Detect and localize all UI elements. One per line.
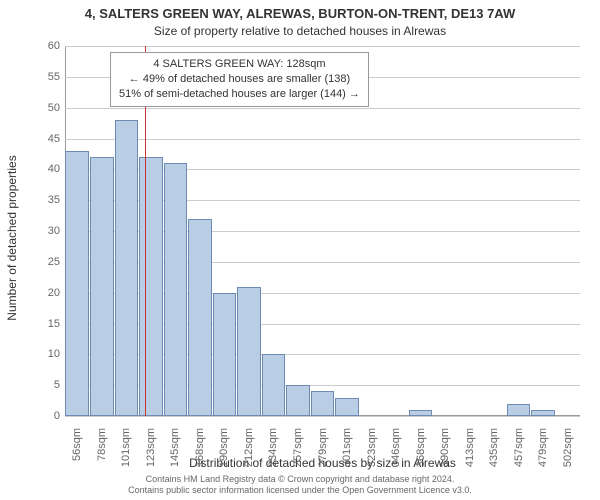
gridline-h (65, 139, 580, 140)
histogram-bar (164, 163, 188, 416)
xtick-label: 123sqm (145, 428, 157, 488)
ytick-label: 40 (30, 163, 60, 175)
ytick-label: 15 (30, 318, 60, 330)
xtick-label: 101sqm (120, 428, 132, 488)
xtick-label: 435sqm (488, 428, 500, 488)
info-line-3: 51% of semi-detached houses are larger (… (119, 87, 360, 102)
ytick-label: 50 (30, 102, 60, 114)
histogram-bar (262, 354, 286, 416)
xtick-label: 457sqm (513, 428, 525, 488)
histogram-bar (335, 398, 359, 417)
xtick-label: 279sqm (317, 428, 329, 488)
ytick-label: 5 (30, 379, 60, 391)
histogram-bar (311, 391, 335, 416)
xtick-label: 390sqm (439, 428, 451, 488)
histogram-bar (286, 385, 310, 416)
xtick-label: 502sqm (562, 428, 574, 488)
ytick-label: 10 (30, 348, 60, 360)
chart-title-main: 4, SALTERS GREEN WAY, ALREWAS, BURTON-ON… (0, 6, 600, 21)
histogram-bar (139, 157, 163, 416)
histogram-bar (188, 219, 212, 416)
xtick-label: 413sqm (464, 428, 476, 488)
histogram-bar (90, 157, 114, 416)
xtick-label: 479sqm (537, 428, 549, 488)
histogram-bar (409, 410, 433, 416)
xtick-label: 234sqm (267, 428, 279, 488)
histogram-bar (65, 151, 89, 416)
ytick-label: 0 (30, 410, 60, 422)
histogram-bar (213, 293, 237, 416)
info-callout-box: 4 SALTERS GREEN WAY: 128sqm ← 49% of det… (110, 52, 369, 107)
xtick-label: 323sqm (366, 428, 378, 488)
info-line-1: 4 SALTERS GREEN WAY: 128sqm (119, 57, 360, 72)
ytick-label: 25 (30, 256, 60, 268)
ytick-label: 45 (30, 133, 60, 145)
xtick-label: 368sqm (415, 428, 427, 488)
info-line-2: ← 49% of detached houses are smaller (13… (119, 72, 360, 87)
histogram-bar (531, 410, 555, 416)
chart-container: { "title_main": "4, SALTERS GREEN WAY, A… (0, 0, 600, 500)
xtick-label: 145sqm (169, 428, 181, 488)
xtick-label: 257sqm (292, 428, 304, 488)
chart-title-sub: Size of property relative to detached ho… (0, 24, 600, 38)
ytick-label: 30 (30, 225, 60, 237)
xtick-label: 346sqm (390, 428, 402, 488)
xtick-label: 212sqm (243, 428, 255, 488)
histogram-bar (507, 404, 531, 416)
y-axis-label: Number of detached properties (5, 138, 19, 338)
ytick-label: 35 (30, 194, 60, 206)
histogram-bar (237, 287, 261, 417)
xtick-label: 190sqm (218, 428, 230, 488)
xtick-label: 78sqm (96, 428, 108, 488)
ytick-label: 20 (30, 287, 60, 299)
ytick-label: 55 (30, 71, 60, 83)
xtick-label: 168sqm (194, 428, 206, 488)
xtick-label: 56sqm (71, 428, 83, 488)
ytick-label: 60 (30, 40, 60, 52)
gridline-h (65, 108, 580, 109)
gridline-h (65, 416, 580, 417)
histogram-bar (115, 120, 139, 416)
xtick-label: 301sqm (341, 428, 353, 488)
gridline-h (65, 46, 580, 47)
